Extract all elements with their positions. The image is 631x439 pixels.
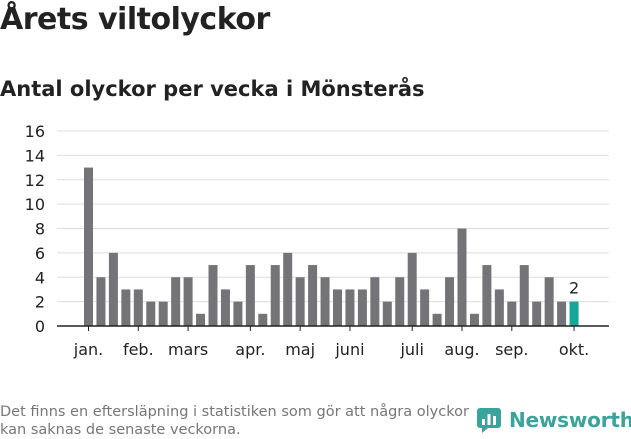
bar-week-34: [494, 289, 504, 326]
y-tick-label: 10: [25, 195, 45, 214]
bar-week-38: [544, 277, 554, 326]
data-labels: 2: [569, 279, 579, 298]
bar-week-8: [171, 277, 181, 326]
y-tick-label: 12: [25, 171, 45, 190]
bar-week-21: [333, 289, 342, 326]
bar-week-37: [532, 301, 542, 326]
bar-week-16: [270, 265, 280, 326]
bar-week-35: [507, 301, 517, 326]
bar-week-36: [519, 265, 529, 326]
bar-week-14: [245, 265, 255, 326]
grid-lines: [57, 130, 609, 303]
newsworthy-brand[interactable]: Newsworthy: [476, 407, 631, 433]
x-tick-label: sep.: [495, 340, 528, 359]
x-tick-label: aug.: [444, 340, 479, 359]
bar-week-40: [569, 301, 579, 326]
bar-week-18: [295, 277, 305, 326]
bar-week-33: [482, 265, 492, 326]
bar-week-2: [96, 277, 106, 326]
bar-week-25: [382, 301, 392, 326]
footnote: Det finns en eftersläpning i statistiken…: [0, 404, 469, 438]
y-tick-label: 16: [25, 122, 45, 141]
bar-week-6: [146, 301, 156, 326]
x-tick-label: apr.: [235, 340, 265, 359]
newsworthy-logo-icon: [477, 408, 501, 433]
bar-week-26: [395, 277, 405, 326]
bar-chart: 0 2 4 6 8 10 12 14 16 jan. feb. mars apr. maj juni jul…: [25, 122, 609, 359]
chart-title: Årets viltolyckor: [0, 2, 270, 37]
bar-week-22: [345, 289, 355, 326]
bar-week-32: [469, 313, 479, 326]
bars: [84, 167, 579, 326]
y-tick-label: 6: [35, 244, 45, 263]
bar-week-31: [457, 228, 467, 326]
bar-week-9: [183, 277, 193, 326]
bar-week-3: [108, 252, 118, 326]
y-tick-label: 14: [25, 146, 45, 165]
bar-week-1: [84, 167, 93, 326]
bar-week-7: [158, 301, 168, 326]
x-tick-label: feb.: [123, 340, 154, 359]
bar-week-27: [407, 252, 417, 326]
bar-week-4: [121, 289, 131, 326]
bar-week-13: [233, 301, 243, 326]
data-label-highlight: 2: [569, 279, 579, 298]
bar-week-28: [420, 289, 430, 326]
bar-week-11: [208, 265, 218, 326]
bar-week-12: [220, 289, 230, 326]
brand-name: Newsworthy: [509, 408, 631, 432]
bar-week-23: [357, 289, 367, 326]
y-tick-label: 2: [35, 293, 45, 312]
bar-week-10: [196, 313, 206, 326]
x-tick-label: okt.: [559, 340, 589, 359]
bar-week-39: [557, 301, 567, 326]
x-axis-tick-labels: jan. feb. mars apr. maj juni juli aug. sep. okt.: [73, 326, 589, 359]
bar-week-20: [320, 277, 330, 326]
x-tick-label: jan.: [73, 340, 103, 359]
bar-week-15: [258, 313, 268, 326]
y-axis-tick-labels: 0 2 4 6 8 10 12 14 16: [25, 122, 45, 336]
bar-week-19: [308, 265, 318, 326]
y-tick-label: 8: [35, 220, 45, 239]
y-tick-label: 0: [35, 317, 45, 336]
chart-subtitle: Antal olyckor per vecka i Mönsterås: [0, 77, 425, 101]
bar-week-17: [283, 252, 293, 326]
bar-week-24: [370, 277, 380, 326]
x-tick-label: juli: [399, 340, 423, 359]
x-tick-label: juni: [334, 340, 364, 359]
bar-week-5: [133, 289, 143, 326]
x-tick-label: maj: [285, 340, 315, 359]
x-tick-label: mars: [168, 340, 208, 359]
y-tick-label: 4: [35, 268, 45, 287]
bar-week-30: [445, 277, 455, 326]
bar-week-29: [432, 313, 442, 326]
